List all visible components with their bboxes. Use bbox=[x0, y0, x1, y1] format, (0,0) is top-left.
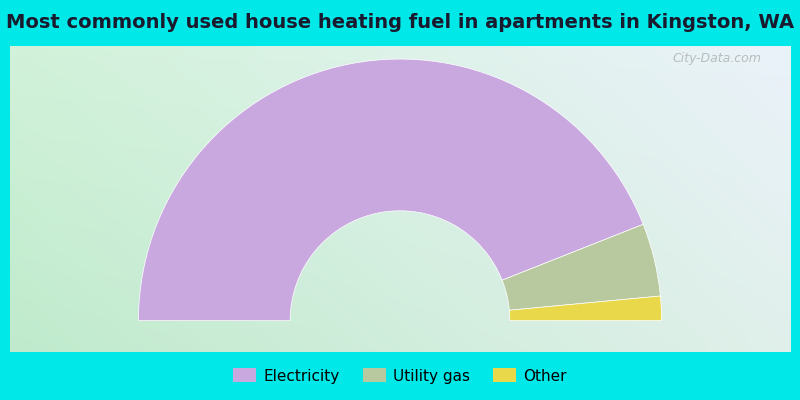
Wedge shape bbox=[502, 224, 660, 310]
Wedge shape bbox=[138, 59, 643, 321]
Text: City-Data.com: City-Data.com bbox=[672, 52, 761, 65]
Wedge shape bbox=[510, 296, 662, 321]
Legend: Electricity, Utility gas, Other: Electricity, Utility gas, Other bbox=[233, 368, 567, 384]
Text: Most commonly used house heating fuel in apartments in Kingston, WA: Most commonly used house heating fuel in… bbox=[6, 12, 794, 32]
